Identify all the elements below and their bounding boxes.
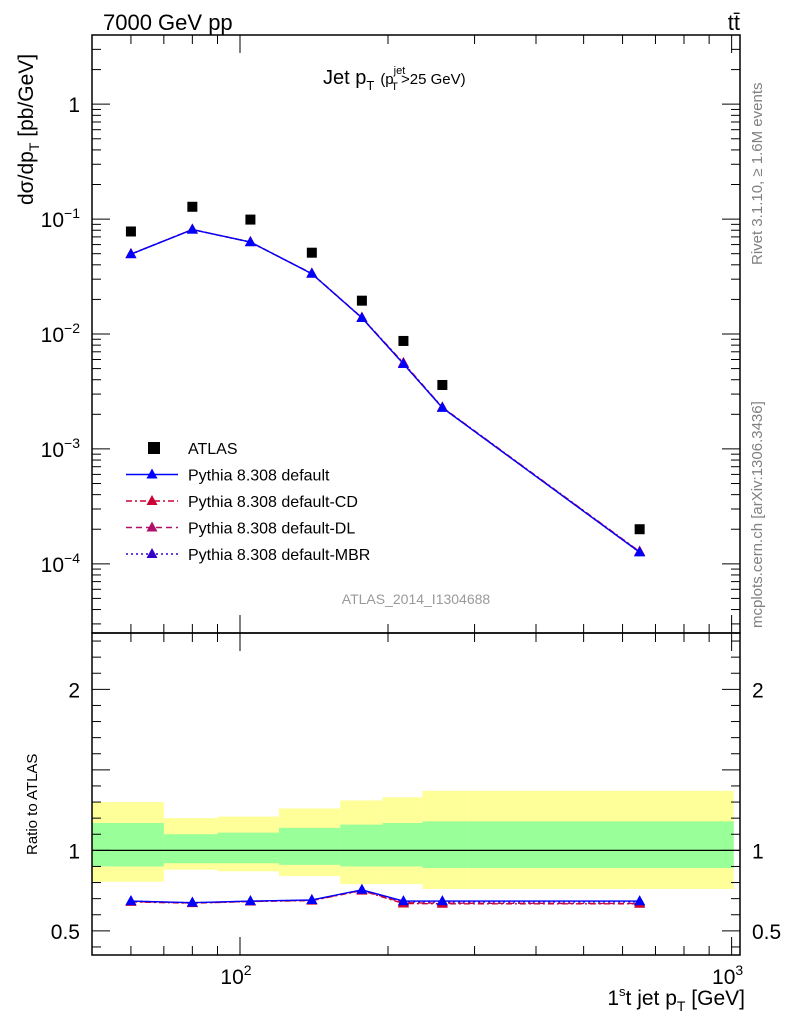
ratio-marker-s0-3 — [306, 893, 318, 904]
ratio-panel: 0.5 0.5 1 1 2 2 102 103 Ratio to ATLAS 1st jet… — [24, 632, 781, 1014]
main-plot-title: Jet pT (pjet T >25 GeV) — [323, 65, 466, 93]
header-energy-label: 7000 GeV pp — [103, 10, 233, 35]
ratio-ytick-label-right-1: 1 — [752, 840, 764, 863]
title-rest: >25 GeV) — [401, 71, 466, 88]
legend-label-3: Pythia 8.308 default-DL — [188, 521, 355, 538]
main-ytick-label-1: 10−1 — [41, 205, 81, 232]
main-ytick-label-3: 10−3 — [41, 435, 81, 462]
ratio-line-0 — [130, 889, 640, 904]
ratio-marker-s0-5 — [397, 895, 409, 906]
ratio-ytick-label-left-2: 2 — [68, 679, 80, 702]
ratio-panel-frame — [91, 632, 741, 956]
main-marker-s1-6 — [436, 401, 448, 412]
main-panel: 110−110−210−310−4 Jet pT (pjet T >25 GeV) d… — [15, 34, 741, 634]
legend-entry-4: Pythia 8.308 default-MBR — [126, 547, 370, 564]
legend-marker-1 — [146, 468, 158, 479]
legend-entry-2: Pythia 8.308 default-CD — [126, 494, 358, 511]
legend-entry-1: Pythia 8.308 default — [126, 468, 330, 485]
ratio-band-green-4 — [340, 824, 383, 867]
main-marker-s1-4 — [356, 311, 368, 322]
ratio-band-green-2 — [217, 832, 279, 864]
rivet-version-label: Rivet 3.1.10, ≥ 1.6M events — [749, 83, 766, 266]
ratio-band-green-5 — [382, 822, 423, 867]
ratio-marker-s0-4 — [356, 883, 368, 894]
legend-label-2: Pythia 8.308 default-CD — [188, 494, 358, 511]
legend-label-4: Pythia 8.308 default-MBR — [188, 547, 370, 564]
atlas-point-0 — [125, 226, 136, 237]
ratio-marker-s0-2 — [244, 895, 256, 906]
legend-label-1: Pythia 8.308 default — [188, 468, 330, 485]
ratio-band-green-6 — [422, 821, 468, 869]
atlas-point-6 — [437, 379, 448, 390]
atlas-point-2 — [245, 214, 256, 225]
ratio-ytick-label-right-2: 2 — [752, 679, 764, 702]
ratio-band-green-1 — [163, 834, 218, 864]
ratio-marker-s0-1 — [186, 896, 198, 907]
atlas-point-5 — [398, 335, 409, 346]
ratio-ytick-label-right-0: 0.5 — [752, 921, 781, 944]
main-marker-s1-0 — [125, 248, 137, 259]
ratio-band-green-0 — [92, 822, 164, 867]
legend-entry-0: ATLAS — [148, 441, 238, 458]
main-marker-s1-1 — [186, 223, 198, 234]
atlas-point-7 — [634, 524, 645, 535]
ratio-band-green-7 — [467, 821, 734, 869]
ratio-plot-marks — [92, 790, 740, 908]
legend-entry-3: Pythia 8.308 default-DL — [126, 521, 355, 538]
main-marker-s1-5 — [397, 357, 409, 368]
legend-marker-2 — [146, 495, 158, 505]
title-main: Jet p — [323, 67, 366, 89]
legend-marker-4 — [146, 548, 158, 558]
ratio-marker-s0-6 — [436, 895, 448, 906]
main-ytick-label-0: 1 — [68, 94, 80, 117]
mcplots-label: mcplots.cern.ch [arXiv:1306.3436] — [749, 401, 766, 628]
ratio-marker-s0-7 — [634, 895, 646, 906]
main-plot-marks — [125, 201, 646, 557]
x-tick-label-1: 103 — [712, 962, 743, 989]
atlas-point-1 — [187, 201, 198, 212]
legend: ATLAS Pythia 8.308 default Pythia 8.308 de… — [126, 441, 370, 564]
ratio-y-tick-labels: 0.5 0.5 1 1 2 2 — [51, 679, 781, 944]
atlas-point-4 — [356, 295, 367, 306]
main-ytick-label-2: 10−2 — [41, 320, 81, 347]
x-tick-labels: 102 103 — [220, 962, 743, 989]
ratio-axis-ticks — [91, 633, 740, 955]
main-line-1 — [130, 228, 641, 553]
ratio-y-axis-label: Ratio to ATLAS — [24, 754, 41, 855]
atlas-point-3 — [306, 247, 317, 258]
ratio-marker-s0-0 — [125, 895, 137, 906]
header-process-label: tt̄ — [728, 10, 740, 35]
legend-marker-3 — [146, 521, 158, 532]
main-y-axis-label: dσ/dpT [pb/GeV] — [15, 54, 42, 205]
main-marker-s1-2 — [244, 236, 256, 247]
main-axis-ticks — [91, 34, 740, 633]
x-axis-label: 1st jet pT [GeV] — [607, 984, 745, 1014]
title-paren: (p — [380, 71, 393, 88]
x-tick-label-0: 102 — [220, 962, 251, 989]
title-sub-t: T — [366, 78, 374, 93]
legend-marker-0 — [148, 442, 160, 454]
ratio-ytick-label-left-1: 1 — [68, 840, 80, 863]
ratio-ytick-label-left-0: 0.5 — [51, 921, 80, 944]
legend-label-0: ATLAS — [188, 441, 238, 458]
main-marker-s1-3 — [306, 267, 318, 278]
title-sup-jet: jet — [393, 65, 406, 77]
main-y-tick-labels: 1 10−1 10−2 10−3 10−4 — [41, 94, 81, 577]
ratio-band-green-3 — [278, 827, 341, 865]
analysis-watermark: ATLAS_2014_I1304688 — [342, 591, 491, 607]
title-sub-t2: T — [391, 81, 398, 93]
main-panel-frame — [91, 34, 741, 634]
main-marker-s1-7 — [634, 546, 646, 557]
main-ytick-label-4: 10−4 — [41, 550, 81, 577]
